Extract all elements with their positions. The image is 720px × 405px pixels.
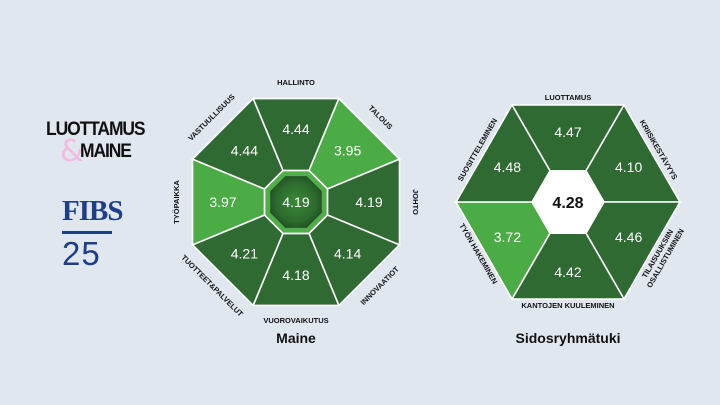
label-työpaikka: TYÖPAIKKA — [172, 180, 181, 224]
fibs-logo: FIBS 25 — [62, 195, 123, 280]
label-johto: JOHTO — [411, 189, 420, 215]
value-tuotteet-palvelut: 4.21 — [231, 246, 258, 262]
value-vastuullisuus: 4.44 — [231, 142, 258, 158]
logo-text-maine: MAINE — [80, 141, 132, 162]
value-talous: 3.95 — [334, 142, 361, 158]
value-työpaikka: 3.97 — [209, 194, 236, 210]
sidosryhmatuki-chart-title: Sidosryhmätuki — [515, 330, 620, 346]
value-tilaisuuksiin-osallistuminen: 4.46 — [615, 229, 642, 245]
value-johto: 4.19 — [355, 194, 382, 210]
fibs-logo-rule — [62, 231, 112, 234]
sidosryhmatuki-hexagon-chart: 4.47LUOTTAMUS4.10KRIISIKESTÄVYYS4.46TILA… — [454, 93, 686, 310]
value-hallinto: 4.44 — [282, 121, 309, 137]
logo-ampersand: & — [60, 134, 84, 169]
value-työn-hakeminen: 3.72 — [494, 229, 521, 245]
label-luottamus: LUOTTAMUS — [545, 93, 592, 102]
value-innovaatiot: 4.14 — [334, 246, 361, 262]
fibs-logo-bottom: 25 — [62, 235, 101, 272]
fibs-logo-top: FIBS — [62, 195, 123, 227]
center-core — [270, 176, 322, 228]
label-kantojen-kuuleminen: KANTOJEN KUULEMINEN — [521, 301, 614, 310]
value-kantojen-kuuleminen: 4.42 — [554, 264, 581, 280]
segment-suositteleminen — [454, 103, 551, 203]
label-hallinto: HALLINTO — [277, 78, 315, 87]
value-kriisikestävyys: 4.10 — [615, 159, 642, 175]
center-value: 4.19 — [282, 194, 309, 210]
center-core — [532, 170, 604, 234]
logo-text-luottamus: LUOTTAMUS — [46, 119, 146, 140]
label-talous: TALOUS — [367, 104, 395, 132]
value-vuorovaikutus: 4.18 — [282, 267, 309, 283]
label-vuorovaikutus: VUOROVAIKUTUS — [263, 316, 328, 325]
maine-chart-title: Maine — [276, 330, 316, 346]
value-suositteleminen: 4.48 — [494, 159, 521, 175]
value-luottamus: 4.47 — [554, 124, 581, 140]
luottamus-maine-logo: LUOTTAMUS & MAINE — [46, 119, 156, 170]
center-value: 4.28 — [552, 195, 583, 212]
